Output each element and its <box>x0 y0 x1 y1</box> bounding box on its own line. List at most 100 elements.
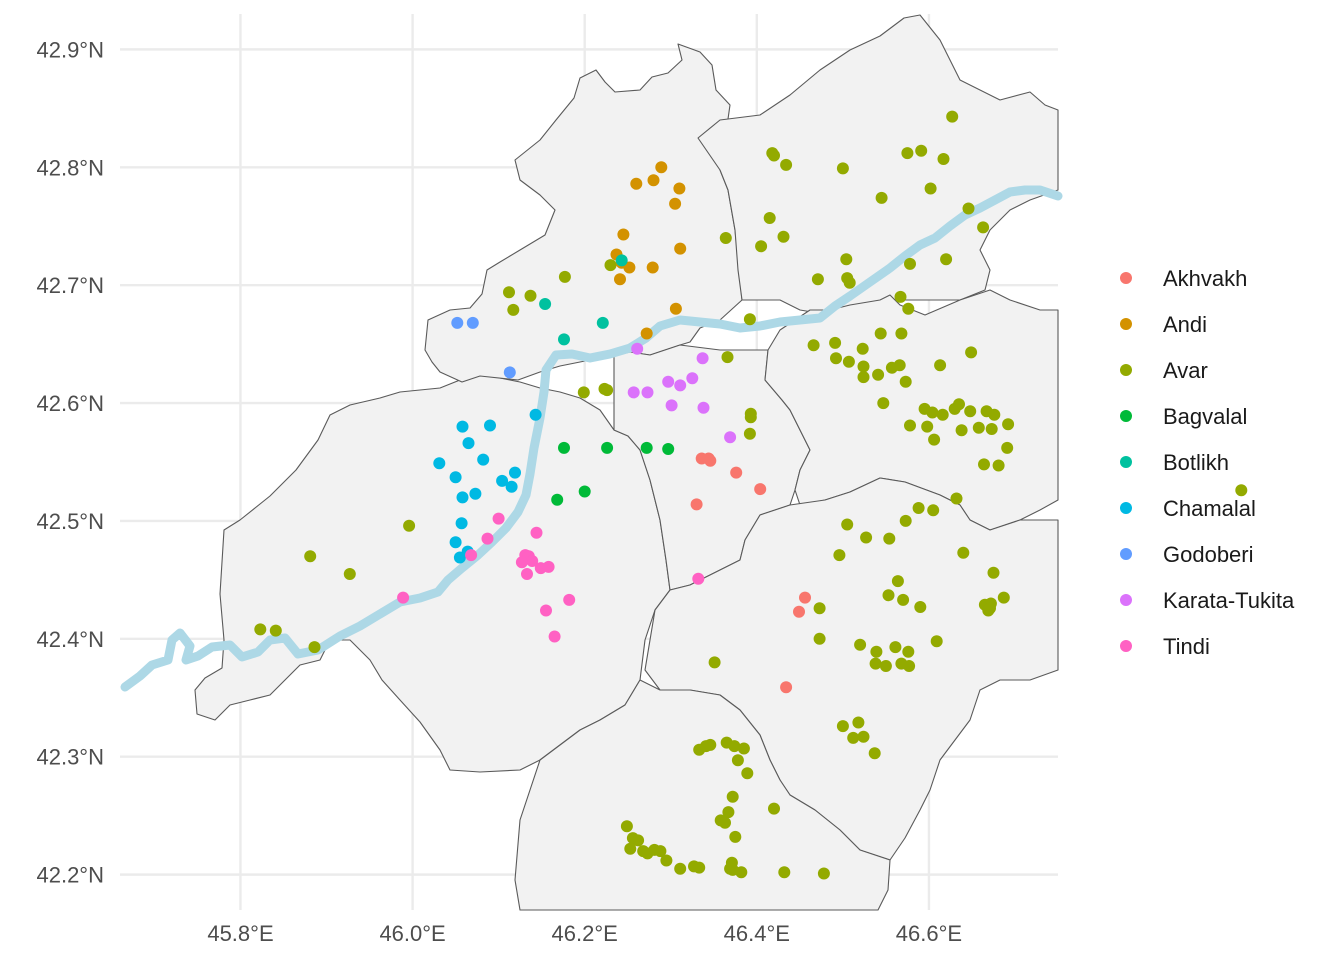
legend-key <box>1120 594 1132 606</box>
legend-item-chamalal: Chamalal <box>1120 496 1256 521</box>
point-avar <box>813 632 826 645</box>
point-botlikh <box>615 254 628 267</box>
point-avar <box>889 641 902 654</box>
point-avar <box>604 259 617 272</box>
point-avar <box>1235 484 1248 497</box>
point-avar <box>660 854 673 867</box>
point-avar <box>654 845 667 858</box>
point-avar <box>893 359 906 372</box>
point-karata-tukita <box>674 379 687 392</box>
point-karata-tukita <box>724 431 737 444</box>
y-tick-label: 42.6°N <box>36 391 104 416</box>
point-avar <box>914 601 927 613</box>
y-tick-label: 42.9°N <box>36 37 104 62</box>
legend: Akhvakh Andi Avar Bagvalal Botlikh Chamalal Go… <box>1120 266 1295 659</box>
point-avar <box>882 589 895 602</box>
district-region-west <box>194 371 671 773</box>
legend-label: Godoberi <box>1163 542 1254 567</box>
point-avar <box>997 591 1010 604</box>
point-avar <box>940 253 953 266</box>
point-avar <box>269 624 282 637</box>
point-avar <box>343 568 356 580</box>
point-avar <box>524 289 537 302</box>
point-avar <box>780 158 793 171</box>
point-andi <box>669 302 682 315</box>
point-andi <box>617 228 630 241</box>
point-chamalal <box>449 536 462 549</box>
point-avar <box>503 286 515 299</box>
legend-item-avar: Avar <box>1120 358 1208 383</box>
point-avar <box>901 147 914 160</box>
point-avar <box>937 153 950 165</box>
point-avar <box>934 359 947 372</box>
point-chamalal <box>529 408 542 421</box>
legend-key <box>1120 548 1132 560</box>
point-avar <box>957 546 970 559</box>
point-andi <box>647 174 660 187</box>
x-tick-label: 46.6°E <box>896 921 962 946</box>
point-avar <box>843 276 856 289</box>
x-tick-label: 46.4°E <box>724 921 790 946</box>
point-chamalal <box>456 420 469 433</box>
point-bagvalal <box>601 441 614 454</box>
point-avar <box>988 408 1001 421</box>
point-avar <box>558 270 571 283</box>
district-region-northeast <box>697 14 1059 316</box>
legend-label: Botlikh <box>1163 450 1229 475</box>
point-avar <box>869 657 882 670</box>
point-avar <box>897 593 910 606</box>
point-avar <box>964 405 977 418</box>
point-avar <box>875 191 888 204</box>
point-chamalal <box>469 487 482 500</box>
point-avar <box>721 351 734 364</box>
point-avar <box>868 747 881 760</box>
point-andi <box>623 261 636 274</box>
point-avar <box>741 767 754 780</box>
point-avar <box>902 302 915 315</box>
point-avar <box>915 144 928 157</box>
point-avar <box>904 419 916 432</box>
point-avar <box>899 514 912 527</box>
point-chamalal <box>456 491 469 504</box>
legend-key <box>1120 364 1132 376</box>
point-avar <box>877 397 890 410</box>
point-chamalal <box>496 474 509 487</box>
point-avar <box>842 355 855 368</box>
point-avar <box>936 408 949 421</box>
point-tindi <box>530 526 543 539</box>
legend-key <box>1120 318 1132 330</box>
point-tindi <box>692 572 705 585</box>
point-akhvakh <box>730 466 743 479</box>
point-tindi <box>548 630 561 643</box>
point-avar <box>953 398 965 411</box>
point-avar <box>874 327 887 340</box>
point-avar <box>987 566 1000 579</box>
point-tindi <box>540 604 552 617</box>
point-avar <box>962 202 975 215</box>
legend-label: Karata-Tukita <box>1163 588 1295 613</box>
point-bagvalal <box>558 441 570 454</box>
point-avar <box>926 406 939 419</box>
point-avar <box>891 575 904 588</box>
district-region-central <box>613 344 811 591</box>
point-botlikh <box>558 333 570 346</box>
point-avar <box>899 375 912 388</box>
point-avar <box>632 834 645 847</box>
point-avar <box>620 820 633 833</box>
point-avar <box>870 645 883 658</box>
point-karata-tukita <box>686 372 699 385</box>
point-avar <box>829 336 842 349</box>
y-tick-label: 42.5°N <box>36 509 104 534</box>
point-karata-tukita <box>662 375 675 388</box>
point-avar <box>840 253 853 266</box>
point-avar <box>912 502 925 514</box>
point-botlikh <box>596 316 609 329</box>
point-tindi <box>526 555 539 567</box>
point-chamalal <box>477 453 490 466</box>
point-tindi <box>481 532 494 545</box>
point-avar <box>928 433 941 446</box>
point-avar <box>879 660 892 672</box>
point-karata-tukita <box>696 352 709 365</box>
language-points <box>254 110 1248 880</box>
